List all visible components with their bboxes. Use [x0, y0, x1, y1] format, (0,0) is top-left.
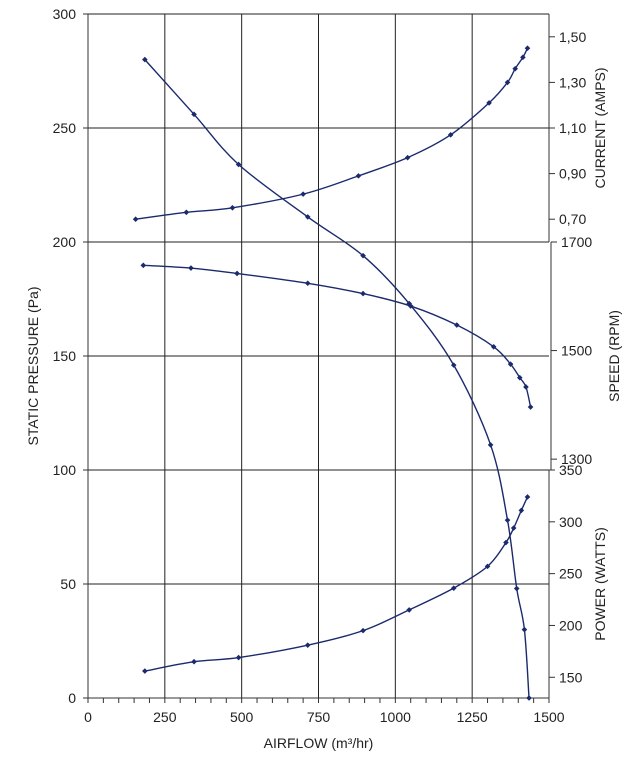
y-tick-label: 50: [60, 576, 76, 592]
secondary-axis-tick-label: 0,70: [559, 211, 586, 227]
grid-lines: [88, 13, 549, 698]
current-point: [512, 65, 518, 72]
secondary-axis-tick-label: 1300: [561, 451, 592, 467]
power-point: [450, 585, 457, 591]
x-tick-label: 1000: [380, 709, 411, 725]
power-point: [142, 668, 148, 674]
pressure-point: [235, 161, 242, 168]
secondary-axis-tick-label: 200: [559, 617, 583, 633]
pressure-point: [191, 111, 197, 118]
secondary-axis-tick-label: 300: [559, 514, 583, 530]
power-point: [235, 654, 242, 661]
x-tick-label: 1500: [533, 709, 564, 725]
secondary-axis-tick-label: 1,30: [559, 74, 586, 90]
secondary-axis-tick-label: 150: [559, 669, 583, 685]
y-tick-label: 0: [68, 690, 76, 706]
power-point: [191, 658, 197, 665]
current-point: [355, 173, 362, 179]
x-tick-label: 250: [153, 709, 177, 725]
speed-point: [523, 384, 529, 390]
current-axis-title: CURRENT (AMPS): [592, 67, 608, 188]
pressure-point: [504, 517, 511, 523]
power-point: [360, 627, 366, 634]
y-tick-label: 250: [53, 120, 77, 136]
current-point: [520, 54, 526, 61]
power-point: [304, 642, 311, 648]
y-axis-title: STATIC PRESSURE (Pa): [25, 287, 41, 446]
pressure-point: [487, 442, 494, 448]
current-point: [132, 216, 139, 222]
power-point: [518, 507, 525, 514]
secondary-axis-tick-label: 350: [559, 462, 583, 478]
secondary-axis-tick-label: 1500: [561, 343, 592, 359]
y-tick-label: 150: [53, 348, 77, 364]
speed-point: [188, 265, 194, 271]
speed-point: [490, 343, 497, 350]
x-tick-label: 0: [84, 709, 92, 725]
speed-point: [407, 303, 414, 309]
current-point: [404, 154, 411, 161]
secondary-axis-tick-label: 1,50: [559, 29, 586, 45]
secondary-axis-tick-label: 1700: [561, 234, 592, 250]
secondary-axis-tick-label: 0,90: [559, 166, 586, 182]
pressure-point: [513, 585, 520, 592]
axes: [83, 13, 557, 703]
pressure-point: [304, 214, 311, 220]
current-point: [183, 209, 190, 216]
current-point: [300, 191, 306, 197]
speed-point: [304, 280, 311, 287]
speed-point: [234, 270, 240, 277]
current-point: [504, 79, 511, 86]
current-point: [229, 205, 236, 211]
x-axis-title: AIRFLOW (m³/hr): [264, 735, 374, 751]
pressure-point: [521, 626, 528, 633]
speed-point: [527, 404, 534, 410]
pressure-curve: [144, 59, 530, 699]
y-tick-label: 300: [53, 6, 77, 22]
speed-point: [140, 262, 147, 269]
speed-point: [517, 374, 523, 381]
secondary-axis-tick-label: 250: [559, 566, 583, 582]
pressure-point: [360, 252, 366, 259]
secondary-axis-tick-label: 1,10: [559, 120, 586, 136]
pressure-point: [526, 695, 532, 701]
speed-point: [454, 322, 460, 328]
power-point: [503, 539, 509, 546]
x-tick-label: 1250: [457, 709, 488, 725]
series-layer: [132, 45, 534, 701]
speed-point: [507, 361, 514, 367]
power-point: [524, 494, 531, 500]
y-tick-label: 200: [53, 234, 77, 250]
power-point: [510, 525, 517, 531]
pressure-point: [142, 56, 148, 63]
power-point: [406, 607, 412, 613]
current-curve: [135, 47, 529, 220]
speed-point: [360, 290, 366, 297]
power-axis-title: POWER (WATTS): [592, 527, 608, 641]
current-point: [524, 45, 531, 51]
speed-axis-title: SPEED (RPM): [606, 310, 622, 402]
x-tick-label: 500: [230, 709, 254, 725]
y-tick-label: 100: [53, 462, 77, 478]
current-point: [447, 132, 454, 138]
power-point: [484, 563, 491, 570]
pressure-point: [450, 362, 457, 368]
current-point: [486, 100, 492, 106]
x-tick-label: 750: [307, 709, 331, 725]
